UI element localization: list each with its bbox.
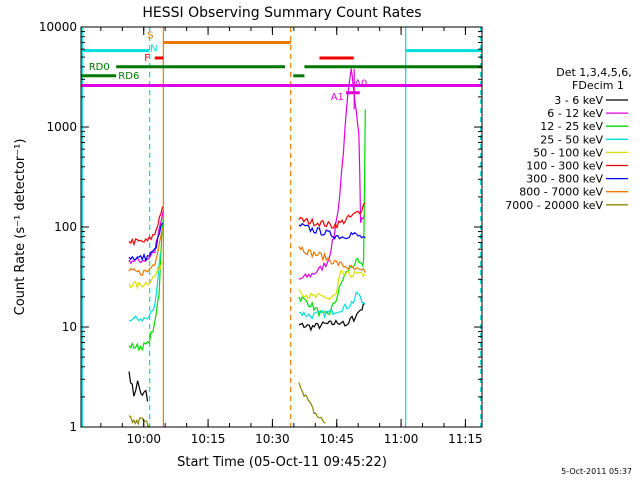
- series-line: [298, 68, 366, 280]
- legend-header: Det 1,3,4,5,6,: [556, 66, 632, 79]
- series-line: [298, 222, 366, 240]
- series-line: [298, 202, 366, 230]
- y-tick-label: 1000: [46, 120, 77, 134]
- state-label: A1: [331, 92, 344, 103]
- legend-label: 7000 - 20000 keV: [505, 199, 603, 212]
- series-line: [298, 109, 366, 319]
- legend-label: 6 - 12 keV: [547, 107, 603, 120]
- legend-label: 100 - 300 keV: [526, 160, 603, 173]
- state-label: S: [147, 30, 153, 41]
- y-axis-label: Count Rate (s⁻¹ detector⁻¹): [13, 139, 28, 316]
- footer-timestamp: 5-Oct-2011 05:37: [561, 467, 632, 476]
- legend-label: 50 - 100 keV: [533, 146, 603, 159]
- state-label: N: [150, 44, 157, 55]
- state-label: F: [144, 53, 150, 64]
- x-tick-label: 11:00: [384, 432, 419, 446]
- series-line: [298, 270, 366, 300]
- series-line: [128, 252, 161, 323]
- chart-title: HESSI Observing Summary Count Rates: [142, 5, 421, 21]
- series-line: [128, 206, 164, 247]
- series-line: [298, 246, 366, 273]
- series-line: [128, 222, 164, 263]
- y-tick-label: 10: [62, 320, 77, 334]
- y-tick-label: 100: [54, 220, 77, 234]
- series-line: [298, 301, 366, 332]
- legend-label: 12 - 25 keV: [540, 120, 603, 133]
- x-tick-label: 10:00: [126, 432, 161, 446]
- series-line: [128, 227, 164, 276]
- state-label: RD6: [118, 71, 139, 82]
- plot-content: SNF RD0 RD6 A1 A0: [81, 27, 482, 427]
- plot-clip-group: [81, 27, 482, 427]
- y-tick-label: 1: [69, 420, 77, 434]
- legend-label: 800 - 7000 keV: [519, 186, 603, 199]
- series-line: [298, 382, 326, 424]
- state-label: RD0: [89, 62, 110, 73]
- series-line: [128, 219, 164, 352]
- legend-label: 25 - 50 keV: [540, 133, 603, 146]
- series-line: [128, 261, 164, 290]
- series-line: [298, 291, 366, 320]
- axes: 1 10 100 1000 10000 10:00 10:15 10:30 10:45 11:00…: [39, 20, 483, 446]
- x-axis-label: Start Time (05-Oct-11 09:45:22): [177, 455, 387, 470]
- y-tick-label: 10000: [39, 20, 77, 34]
- x-tick-label: 10:30: [255, 432, 290, 446]
- legend-label: 300 - 800 keV: [526, 173, 603, 186]
- series-line: [128, 415, 151, 427]
- legend-header: FDecim 1: [572, 79, 624, 92]
- series-line: [128, 371, 149, 402]
- state-label: A0: [354, 79, 367, 90]
- x-tick-label: 10:15: [191, 432, 226, 446]
- legend-label: 3 - 6 keV: [554, 94, 603, 107]
- x-tick-label: 11:15: [448, 432, 483, 446]
- x-tick-label: 10:45: [319, 432, 354, 446]
